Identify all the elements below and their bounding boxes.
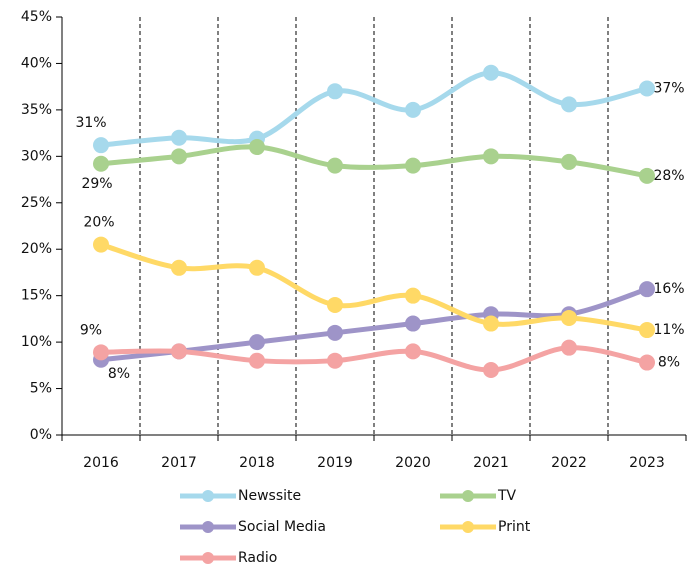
value-label: 16% xyxy=(653,281,684,297)
y-tick-label: 35% xyxy=(21,102,52,118)
series-point xyxy=(327,324,343,341)
series-line xyxy=(100,144,648,179)
value-label: 20% xyxy=(83,215,114,231)
y-tick-label: 40% xyxy=(21,55,52,71)
series-point xyxy=(405,343,421,360)
series-point xyxy=(327,352,343,369)
value-label: 37% xyxy=(653,81,684,97)
y-tick-label: 15% xyxy=(21,288,52,304)
y-tick-label: 30% xyxy=(21,148,52,164)
series-point xyxy=(483,361,499,378)
x-tick-label: 2022 xyxy=(551,455,587,471)
legend-dot xyxy=(462,490,474,502)
value-label: 28% xyxy=(653,168,684,184)
series-point xyxy=(483,148,499,165)
series-point xyxy=(249,259,265,276)
series-point xyxy=(483,315,499,332)
series-point xyxy=(561,153,577,170)
series-point xyxy=(405,287,421,304)
series-point xyxy=(171,129,187,146)
series-point xyxy=(483,64,499,81)
series-point xyxy=(93,344,109,361)
legend-dot xyxy=(462,521,474,533)
series-point xyxy=(561,309,577,326)
series-point xyxy=(327,83,343,100)
series-point xyxy=(93,155,109,172)
series-point xyxy=(639,281,655,298)
x-tick-label: 2016 xyxy=(83,455,119,471)
x-tick-label: 2020 xyxy=(395,455,431,471)
series-point xyxy=(561,339,577,356)
series-point xyxy=(639,80,655,97)
x-tick-label: 2017 xyxy=(161,455,197,471)
series-point xyxy=(93,236,109,253)
x-tick-label: 2018 xyxy=(239,455,275,471)
y-tick-label: 45% xyxy=(21,9,52,25)
series-point xyxy=(327,296,343,313)
legend-label: Newssite xyxy=(238,488,301,504)
value-label: 9% xyxy=(80,322,102,338)
y-tick-label: 5% xyxy=(30,381,52,397)
value-label: 29% xyxy=(81,176,112,192)
series-point xyxy=(405,101,421,118)
series-point xyxy=(249,334,265,351)
value-label: 8% xyxy=(108,366,130,382)
x-tick-label: 2019 xyxy=(317,455,353,471)
y-tick-label: 25% xyxy=(21,195,52,211)
series-point xyxy=(249,352,265,369)
value-label: 8% xyxy=(658,355,680,371)
y-tick-label: 0% xyxy=(30,427,52,443)
series-point xyxy=(171,259,187,276)
value-label: 11% xyxy=(653,322,684,338)
series-point xyxy=(405,157,421,174)
y-tick-label: 10% xyxy=(21,334,52,350)
series-point xyxy=(639,322,655,339)
value-label: 31% xyxy=(75,115,106,131)
series-point xyxy=(405,315,421,332)
legend-label: Social Media xyxy=(238,519,326,535)
series-point xyxy=(327,157,343,174)
legend-dot xyxy=(202,552,214,564)
legend-label: Radio xyxy=(238,550,277,565)
x-tick-label: 2021 xyxy=(473,455,509,471)
series-point xyxy=(639,167,655,184)
series-point xyxy=(93,137,109,154)
legend-label: Print xyxy=(498,519,531,535)
series-point xyxy=(561,96,577,113)
series-point xyxy=(249,139,265,156)
series-point xyxy=(171,343,187,360)
y-tick-label: 20% xyxy=(21,241,52,257)
x-tick-label: 2023 xyxy=(629,455,665,471)
legend-label: TV xyxy=(497,488,517,504)
series-point xyxy=(171,148,187,165)
legend-dot xyxy=(202,521,214,533)
series-line xyxy=(100,345,648,373)
series-point xyxy=(639,354,655,371)
legend-dot xyxy=(202,490,214,502)
